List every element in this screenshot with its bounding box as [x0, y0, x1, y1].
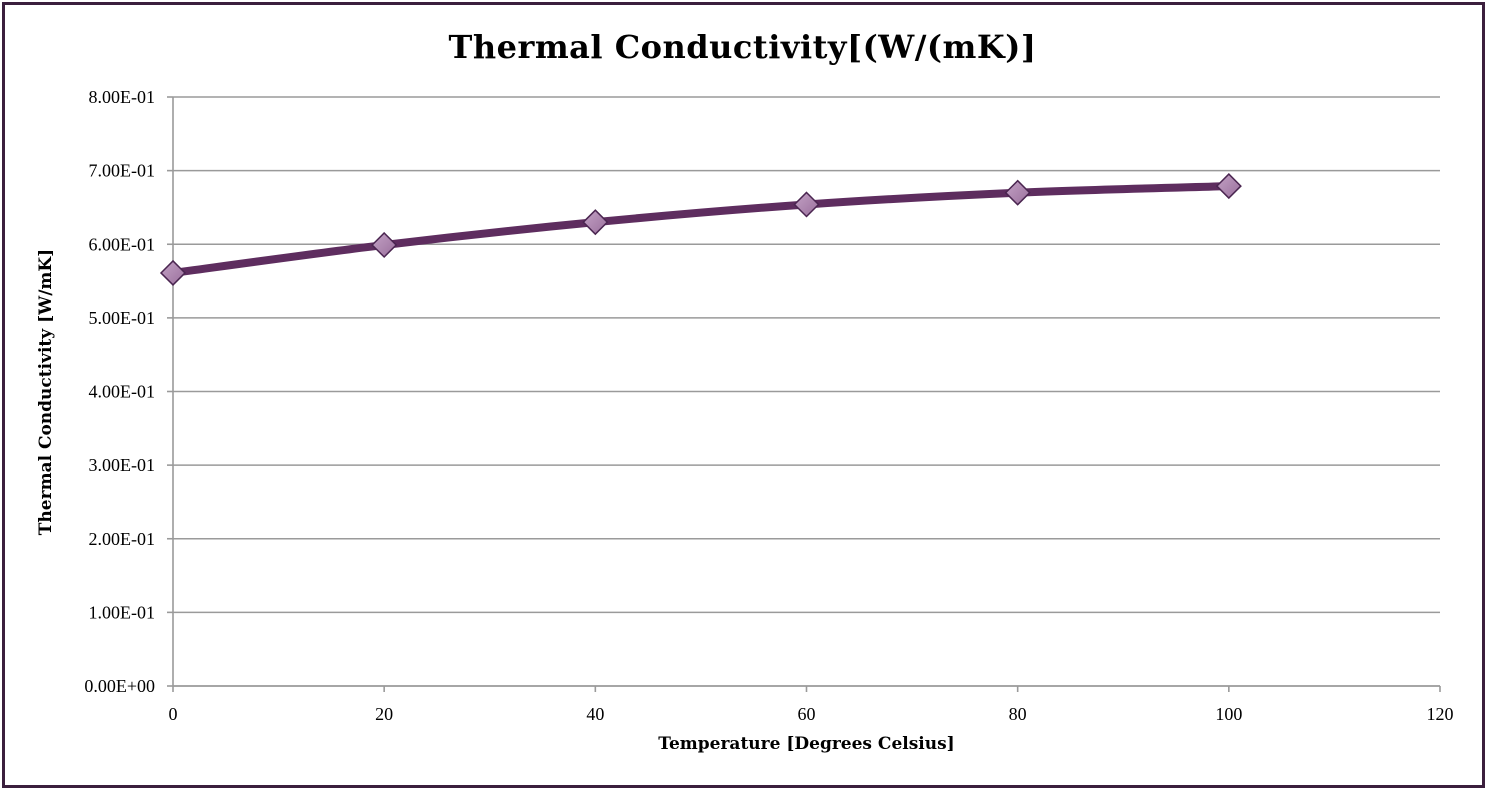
grid-layer	[173, 96, 1440, 687]
data-point-marker	[1004, 179, 1031, 206]
y-tick-label: 3.00E-01	[89, 455, 156, 475]
y-tick-label: 2.00E-01	[89, 529, 156, 549]
x-tick-label: 20	[375, 704, 393, 724]
x-tick-label: 0	[169, 704, 178, 724]
data-point-marker	[793, 191, 820, 218]
marker-layer	[159, 173, 1242, 287]
y-tick-label: 7.00E-01	[89, 161, 156, 181]
y-tick-label: 4.00E-01	[89, 382, 156, 402]
chart-title: Thermal Conductivity[(W/(mK)]	[448, 28, 1037, 66]
y-tick-label: 1.00E-01	[89, 602, 156, 622]
series-line	[169, 182, 1233, 277]
x-tick-label: 120	[1427, 704, 1454, 724]
x-tick-label: 40	[586, 704, 604, 724]
y-tick-label: 8.00E-01	[89, 87, 156, 107]
series-layer	[169, 182, 1233, 277]
y-tick-label: 0.00E+00	[84, 676, 155, 696]
x-axis-label: Temperature [Degrees Celsius]	[658, 734, 955, 754]
data-point-marker	[582, 209, 609, 236]
data-point-marker	[1215, 173, 1242, 200]
axis-layer	[167, 96, 1441, 692]
data-point-marker	[159, 259, 187, 287]
data-point-marker	[371, 231, 398, 259]
y-tick-label: 6.00E-01	[89, 234, 156, 254]
x-tick-label: 60	[798, 704, 816, 724]
tick-label-layer: 0.00E+00 1.00E-01 2.00E-01 3.00E-01 4.00E-01…	[84, 87, 1453, 724]
x-tick-label: 80	[1009, 704, 1027, 724]
y-tick-label: 5.00E-01	[89, 308, 156, 328]
x-tick-label: 100	[1215, 704, 1242, 724]
